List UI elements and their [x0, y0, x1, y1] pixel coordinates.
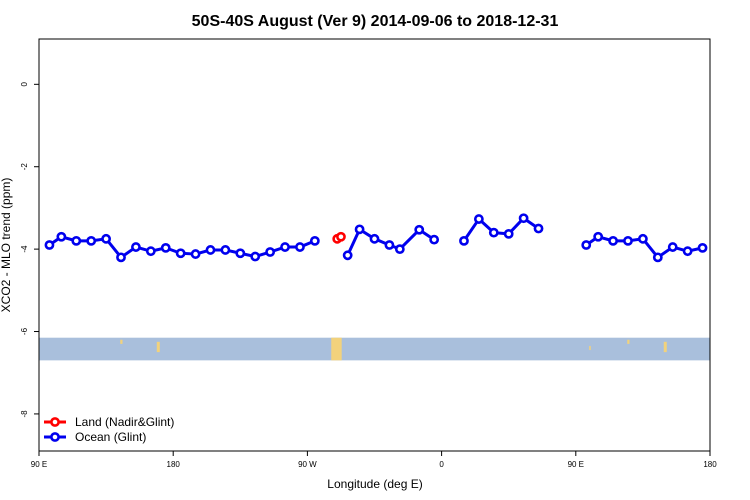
data-point — [638, 233, 648, 244]
x-tick-label: 180 — [703, 460, 717, 469]
legend-label: Ocean (Glint) — [75, 430, 146, 444]
data-point — [394, 244, 405, 255]
y-tick-label: -2 — [20, 163, 29, 171]
data-point — [44, 240, 55, 250]
land-patch-0 — [120, 339, 123, 344]
data-point — [518, 213, 529, 224]
data-point — [473, 214, 484, 224]
land-ocean-band — [39, 337, 710, 361]
y-tick-label: -4 — [20, 245, 29, 253]
data-point — [160, 242, 171, 253]
legend-entry: Ocean (Glint) — [44, 430, 146, 444]
legend-marker — [50, 432, 60, 442]
data-point — [459, 235, 469, 246]
x-axis-label: Longitude (deg E) — [327, 477, 422, 491]
data-point — [205, 245, 216, 255]
data-point — [503, 228, 514, 239]
data-point — [131, 242, 141, 252]
data-point — [250, 251, 261, 262]
land-patch-2 — [331, 337, 342, 361]
data-point — [280, 242, 290, 252]
data-point — [220, 245, 231, 255]
x-tick-label: 90 E — [568, 460, 584, 469]
data-point — [429, 234, 440, 245]
data-point — [354, 224, 365, 235]
data-point — [533, 223, 544, 234]
data-point — [369, 233, 380, 244]
data-point — [623, 235, 633, 246]
y-axis-label: XCO2 - MLO trend (ppm) — [0, 178, 13, 313]
x-tick-label: 90 W — [298, 460, 317, 469]
y-axis: 0 -2 -4 -6 -8 — [20, 82, 39, 418]
data-point — [652, 252, 663, 263]
data-point — [697, 242, 708, 253]
land-patch-4 — [627, 339, 630, 344]
legend: Land (Nadir&Glint)Ocean (Glint) — [44, 415, 174, 444]
data-point — [295, 242, 305, 252]
data-point — [488, 227, 499, 238]
y-tick-label: 0 — [20, 82, 29, 87]
data-point — [101, 233, 111, 244]
x-tick-label: 90 E — [31, 460, 47, 469]
data-point — [414, 224, 425, 235]
land-patch-1 — [156, 341, 160, 353]
data-point — [235, 248, 246, 259]
data-point — [608, 235, 618, 246]
x-axis: 90 E 180 90 W 0 90 E 180 — [31, 451, 717, 469]
data-point — [116, 252, 126, 263]
data-point — [175, 248, 186, 259]
data-point — [342, 250, 353, 261]
land-patch-5 — [663, 341, 667, 353]
series-1 — [44, 213, 708, 263]
y-tick-label: -6 — [20, 327, 29, 335]
data-point — [667, 242, 678, 252]
legend-marker — [50, 417, 60, 427]
legend-label: Land (Nadir&Glint) — [75, 415, 174, 429]
chart-title: 50S-40S August (Ver 9) 2014-09-06 to 201… — [192, 13, 559, 30]
data-point — [336, 231, 346, 242]
data-point — [309, 235, 320, 246]
data-point — [581, 240, 592, 250]
x-tick-label: 180 — [167, 460, 181, 469]
data-point — [190, 249, 201, 259]
data-point — [56, 231, 67, 242]
legend-entry: Land (Nadir&Glint) — [44, 415, 174, 429]
data-point — [145, 246, 156, 257]
land-patch-3 — [589, 345, 591, 351]
x-tick-label: 0 — [439, 460, 444, 469]
data-point — [384, 240, 395, 250]
data-point — [682, 246, 693, 257]
plot-frame — [38, 38, 711, 452]
data-point — [86, 235, 97, 246]
series-layer — [44, 213, 708, 263]
y-tick-label: -8 — [20, 410, 29, 418]
series-0 — [332, 231, 346, 244]
data-point — [593, 231, 604, 242]
ocean-band — [39, 337, 710, 361]
data-point — [71, 235, 82, 246]
data-point — [265, 247, 276, 257]
